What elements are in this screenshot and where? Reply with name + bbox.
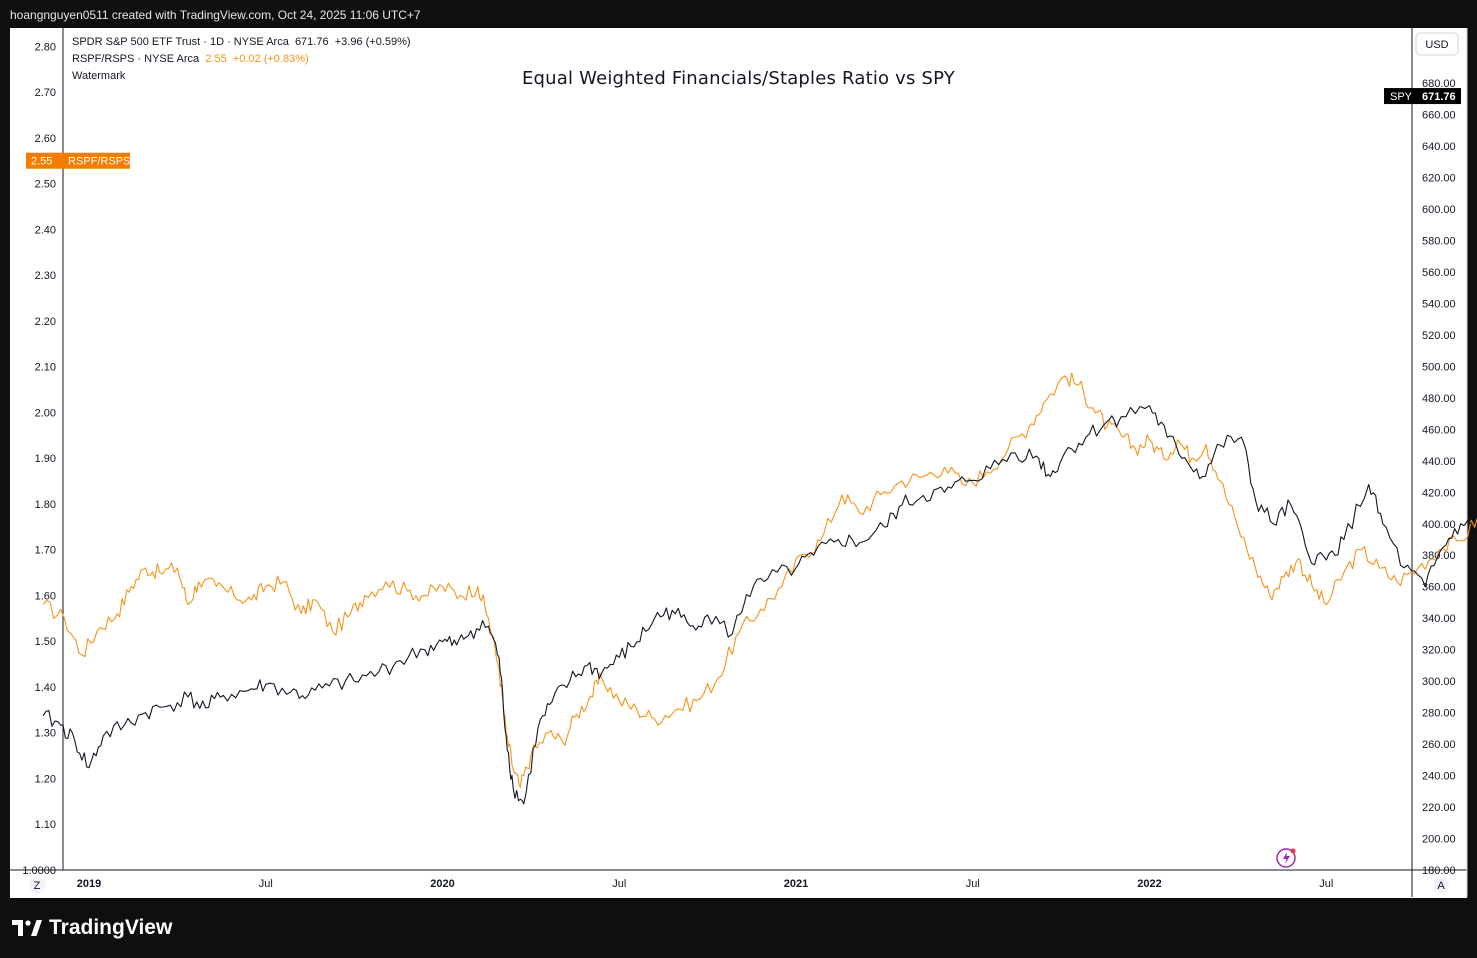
right-tick-label: 460.00 (1422, 424, 1456, 436)
right-tick-label: 420.00 (1422, 487, 1456, 499)
right-tick-label: 320.00 (1422, 645, 1456, 657)
right-tick-label: 580.00 (1422, 235, 1456, 247)
ratio-tag-value: 2.55 (31, 156, 52, 168)
spy-tag-value: 671.76 (1422, 91, 1456, 103)
right-tick-label: 240.00 (1422, 771, 1456, 783)
lightning-icon[interactable] (1276, 848, 1296, 868)
left-tick-label: 2.20 (35, 316, 56, 328)
right-tick-label: 680.00 (1422, 78, 1456, 90)
currency-button[interactable] (1415, 32, 1459, 56)
right-tick-label: 560.00 (1422, 267, 1456, 279)
left-tick-label: 2.10 (35, 362, 56, 374)
tradingview-brand: TradingView (49, 916, 173, 939)
right-tick-label: 280.00 (1422, 708, 1456, 720)
time-axis[interactable]: 2019 Jul 2020 Jul 2021 Jul 2022 Jul Z A (29, 877, 1449, 893)
right-tick-label: 620.00 (1422, 173, 1456, 185)
legend-ratio-change: +0.02 (+0.83%) (232, 53, 309, 65)
left-tick-label: 2.60 (35, 133, 56, 145)
right-tick-label: 340.00 (1422, 613, 1456, 625)
right-tick-label: 520.00 (1422, 330, 1456, 342)
tradingview-logo[interactable]: TradingView (12, 916, 172, 940)
left-tick-label: 1.50 (35, 636, 56, 648)
right-tick-label: 480.00 (1422, 393, 1456, 405)
ratio-series-line (42, 372, 1477, 789)
footer-bar (0, 898, 1477, 958)
ratio-tag-label: RSPF/RSPS (68, 156, 130, 168)
legend-watermark-label: Watermark (72, 70, 126, 82)
right-tick-label: 260.00 (1422, 739, 1456, 751)
spy-price-tag (1384, 88, 1461, 105)
time-tick-label: 2021 (784, 878, 808, 890)
right-tick-label: 220.00 (1422, 802, 1456, 814)
left-tick-label: 2.80 (35, 41, 56, 53)
left-tick-label: 2.30 (35, 270, 56, 282)
left-tick-label: 2.00 (35, 407, 56, 419)
price-tags: 2.55 RSPF/RSPS SPY 671.76 (26, 88, 1461, 868)
legend-spy-name: SPDR S&P 500 ETF Trust · 1D · NYSE Arca (72, 36, 289, 48)
auto-scale-label: A (1437, 880, 1445, 892)
legend-spy[interactable]: SPDR S&P 500 ETF Trust · 1D · NYSE Arca … (72, 36, 411, 48)
right-tick-label: 600.00 (1422, 204, 1456, 216)
right-tick-label: 200.00 (1422, 834, 1456, 846)
auto-scale-button[interactable] (1433, 877, 1449, 893)
left-tick-label: 1.80 (35, 499, 56, 511)
right-tick-label: 500.00 (1422, 361, 1456, 373)
time-tick-label: 2020 (430, 878, 454, 890)
right-tick-label: 180.00 (1422, 865, 1456, 877)
zoom-label: Z (34, 880, 41, 892)
left-price-axis[interactable]: 1.0000 1.10 1.20 1.30 1.40 1.50 1.60 1.70 1.80 1.… (22, 41, 56, 877)
left-tick-label: 1.0000 (22, 865, 56, 877)
legend-ratio-name: RSPF/RSPS · NYSE Arca (72, 53, 200, 65)
zoom-button[interactable] (29, 877, 45, 893)
spy-tag-label: SPY (1390, 91, 1413, 103)
attribution-text: hoangnguyen0511 created with TradingView… (10, 8, 421, 22)
left-tick-label: 2.70 (35, 87, 56, 99)
left-tick-label: 1.20 (35, 773, 56, 785)
ratio-price-tag (26, 152, 130, 169)
time-tick-label: Jul (1319, 878, 1333, 890)
left-tick-label: 1.70 (35, 545, 56, 557)
left-tick-label: 1.40 (35, 682, 56, 694)
legend-ratio-last: 2.55 (205, 53, 227, 65)
right-tick-label: 400.00 (1422, 519, 1456, 531)
currency-label: USD (1425, 39, 1448, 51)
right-price-axis[interactable]: 180.00 200.00 220.00 240.00 260.00 280.00 300.… (1415, 32, 1459, 877)
time-tick-label: 2019 (77, 878, 101, 890)
time-tick-label: 2022 (1137, 878, 1161, 890)
time-tick-label: Jul (612, 878, 626, 890)
right-tick-label: 540.00 (1422, 298, 1456, 310)
legend-spy-last: 671.76 (294, 36, 329, 48)
right-tick-label: 640.00 (1422, 141, 1456, 153)
left-tick-label: 1.60 (35, 590, 56, 602)
right-tick-label: 440.00 (1422, 456, 1456, 468)
left-tick-label: 2.40 (35, 224, 56, 236)
time-tick-label: Jul (966, 878, 980, 890)
time-tick-label: Jul (259, 878, 273, 890)
right-tick-label: 300.00 (1422, 676, 1456, 688)
spy-series-line (42, 405, 1477, 805)
chart-title: Equal Weighted Financials/Staples Ratio … (521, 68, 956, 89)
left-tick-label: 1.90 (35, 453, 56, 465)
left-tick-label: 1.30 (35, 728, 56, 740)
chart-frame[interactable] (10, 28, 1467, 898)
left-tick-label: 1.10 (35, 819, 56, 831)
right-tick-label: 660.00 (1422, 110, 1456, 122)
legend-watermark[interactable]: Watermark (72, 70, 125, 82)
legend-ratio[interactable]: RSPF/RSPS · NYSE Arca 2.55 +0.02 (+0.83%… (72, 53, 309, 65)
right-tick-label: 360.00 (1422, 582, 1456, 594)
plot-area-border (10, 28, 1468, 897)
tradingview-mark-icon (12, 920, 42, 936)
legend-spy-change: +3.96 (+0.59%) (334, 36, 411, 48)
attribution-bar: hoangnguyen0511 created with TradingView… (0, 0, 1477, 28)
series-lines (42, 372, 1477, 805)
left-tick-label: 2.50 (35, 179, 56, 191)
